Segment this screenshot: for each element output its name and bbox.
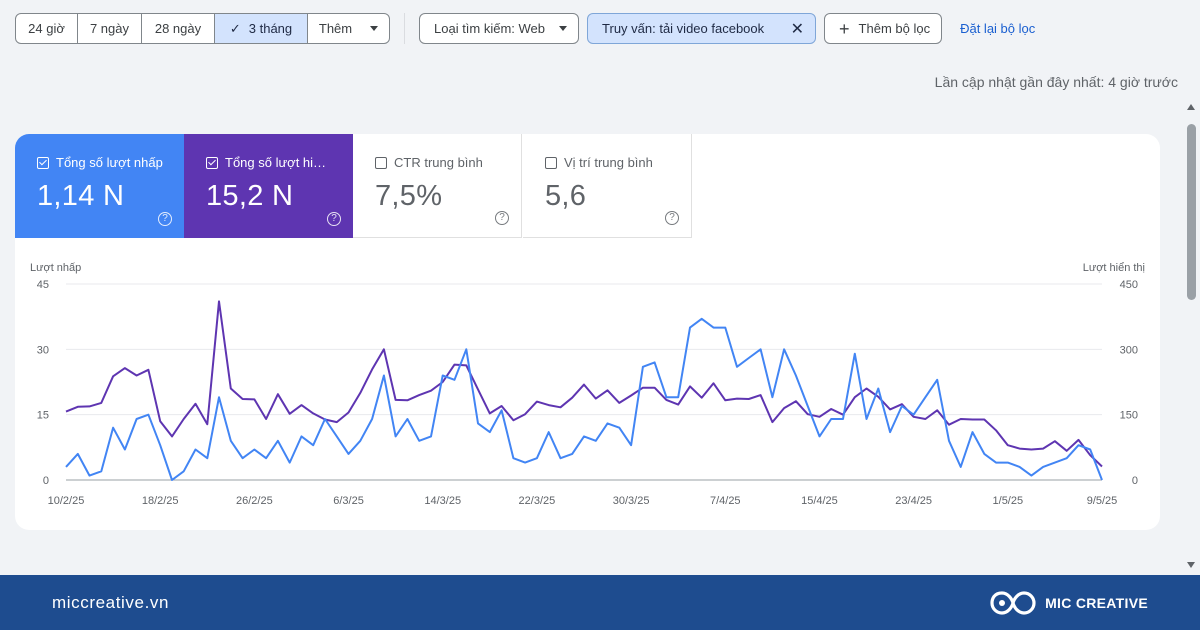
scroll-down-arrow-icon[interactable] <box>1187 562 1195 568</box>
range-label: 28 ngày <box>154 21 202 36</box>
help-icon[interactable]: ? <box>665 211 679 225</box>
search-type-dropdown[interactable]: Loại tìm kiếm: Web <box>419 13 580 44</box>
left-tick-label: 0 <box>43 475 49 487</box>
range-7d-button[interactable]: 7 ngày <box>78 14 142 43</box>
right-tick-label: 0 <box>1132 475 1138 487</box>
range-label: Thêm <box>318 21 353 36</box>
series-line-impressions <box>65 300 1103 468</box>
left-tick-label: 15 <box>37 410 49 422</box>
checkbox-icon[interactable] <box>375 156 387 169</box>
left-tick-label: 45 <box>37 279 49 291</box>
footer-bar: miccreative.vn MIC CREATIVE <box>0 575 1200 630</box>
performance-card: Tổng số lượt nhấp 1,14 N ? Tổng số lượt … <box>15 134 1160 530</box>
caret-down-icon <box>370 26 379 31</box>
close-icon[interactable]: ✕ <box>790 20 805 38</box>
x-tick-label: 10/2/25 <box>48 495 85 507</box>
x-tick-label: 23/4/25 <box>895 495 932 507</box>
query-filter-chip[interactable]: Truy vấn: tải video facebook ✕ <box>587 13 817 44</box>
date-range-selector: 24 giờ 7 ngày 28 ngày ✓ 3 tháng Thêm <box>15 13 390 44</box>
x-tick-label: 6/3/25 <box>333 495 364 507</box>
metric-value: 5,6 <box>545 180 587 212</box>
x-tick-label: 22/3/25 <box>519 495 556 507</box>
right-axis-label: Lượt hiển thị <box>1083 262 1145 274</box>
divider <box>404 13 405 44</box>
metric-label: Vị trí trung bình <box>564 155 653 170</box>
metric-label: Tổng số lượt nhấp <box>56 155 163 170</box>
metric-total-clicks[interactable]: Tổng số lượt nhấp 1,14 N ? <box>15 134 184 238</box>
right-tick-label: 150 <box>1120 410 1138 422</box>
filter-bar: 24 giờ 7 ngày 28 ngày ✓ 3 tháng Thêm Loại… <box>15 13 1200 44</box>
add-filter-label: Thêm bộ lọc <box>858 21 931 36</box>
check-icon: ✓ <box>229 20 241 36</box>
brand-name: MIC CREATIVE <box>1045 594 1148 611</box>
caret-down-icon <box>559 26 568 31</box>
metric-value: 1,14 N <box>37 180 125 212</box>
x-tick-label: 9/5/25 <box>1087 495 1118 507</box>
range-label: 7 ngày <box>89 21 130 36</box>
checkbox-icon[interactable] <box>37 156 49 169</box>
last-updated-text: Lần cập nhật gần đây nhất: 4 giờ trước <box>934 74 1178 90</box>
metric-value: 7,5% <box>375 180 443 212</box>
x-tick-label: 30/3/25 <box>613 495 650 507</box>
performance-chart[interactable]: Lượt nhấp Lượt hiển thị 45 450 30 300 15 150 0… <box>15 238 1160 530</box>
x-tick-label: 26/2/25 <box>236 495 273 507</box>
right-tick-label: 300 <box>1120 344 1138 356</box>
metric-total-impressions[interactable]: Tổng số lượt hiển thị 15,2 N ? <box>184 134 353 238</box>
x-tick-label: 14/3/25 <box>424 495 461 507</box>
metric-label: Tổng số lượt hiển thị <box>225 155 329 170</box>
scroll-up-arrow-icon[interactable] <box>1187 104 1195 110</box>
metric-label: CTR trung bình <box>394 155 483 170</box>
scrollbar-thumb[interactable] <box>1187 124 1196 300</box>
x-tick-label: 7/4/25 <box>710 495 741 507</box>
help-icon[interactable]: ? <box>158 212 172 226</box>
left-tick-label: 30 <box>37 344 49 356</box>
help-icon[interactable]: ? <box>495 211 509 225</box>
left-axis-label: Lượt nhấp <box>30 262 81 274</box>
metric-average-position[interactable]: Vị trí trung bình 5,6 ? <box>523 134 692 238</box>
range-label: 3 tháng <box>248 21 293 36</box>
range-3m-button[interactable]: ✓ 3 tháng <box>215 14 308 43</box>
infinity-logo-icon <box>990 590 1036 615</box>
x-tick-label: 1/5/25 <box>993 495 1024 507</box>
range-24h-button[interactable]: 24 giờ <box>16 14 78 43</box>
checkbox-icon[interactable] <box>206 156 218 169</box>
help-icon[interactable]: ? <box>327 212 341 226</box>
site-url: miccreative.vn <box>52 592 170 612</box>
series-line-clicks <box>65 317 1103 481</box>
range-28d-button[interactable]: 28 ngày <box>142 14 215 43</box>
metric-average-ctr[interactable]: CTR trung bình 7,5% ? <box>353 134 522 238</box>
right-tick-label: 450 <box>1120 279 1138 291</box>
x-tick-label: 18/2/25 <box>142 495 179 507</box>
add-filter-button[interactable]: + Thêm bộ lọc <box>824 13 943 44</box>
range-label: 24 giờ <box>28 21 65 36</box>
range-more-dropdown[interactable]: Thêm <box>308 14 389 43</box>
search-type-label: Loại tìm kiếm: Web <box>434 21 546 36</box>
reset-filters-link[interactable]: Đặt lại bộ lọc <box>960 21 1036 36</box>
brand-logo: MIC CREATIVE <box>990 589 1148 617</box>
checkbox-icon[interactable] <box>545 156 557 169</box>
metric-value: 15,2 N <box>206 180 294 212</box>
query-filter-label: Truy vấn: tải video facebook <box>602 21 765 36</box>
x-tick-label: 15/4/25 <box>801 495 838 507</box>
plus-icon: + <box>839 18 850 39</box>
